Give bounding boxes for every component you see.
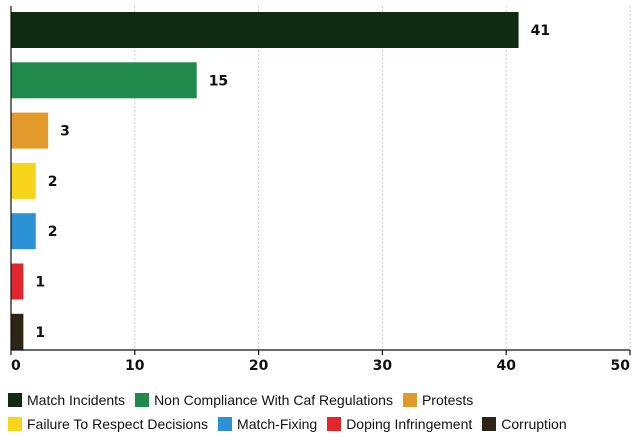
- bar-layer: 41 15 3 2 2 1 1: [11, 12, 550, 350]
- data-label: 15: [209, 73, 228, 89]
- data-label: 3: [60, 124, 70, 140]
- x-tick-label: 50: [611, 358, 631, 374]
- bar: [11, 313, 24, 350]
- bar: [11, 62, 197, 99]
- legend-item: Corruption: [482, 416, 567, 432]
- legend-item: Match Incidents: [8, 392, 125, 408]
- legend-row: Match Incidents Non Compliance With Caf R…: [8, 388, 638, 412]
- x-tick-label: 30: [373, 358, 393, 374]
- legend-label: Failure To Respect Decisions: [27, 416, 209, 432]
- x-tick-label: 40: [496, 358, 516, 374]
- legend-swatch: [8, 393, 22, 407]
- x-axis: 0 10 20 30 40 50: [10, 6, 631, 374]
- legend-label: Corruption: [501, 416, 567, 432]
- legend-item: Non Compliance With Caf Regulations: [135, 392, 393, 408]
- legend-swatch: [218, 417, 233, 431]
- legend-swatch: [327, 417, 342, 431]
- legend-label: Doping Infringement: [346, 416, 473, 432]
- data-label: 2: [48, 224, 58, 240]
- x-tick-label: 20: [249, 358, 269, 374]
- data-label: 1: [35, 275, 45, 291]
- legend-item: Protests: [402, 392, 474, 408]
- legend-label: Match-Fixing: [237, 416, 318, 432]
- legend-label: Protests: [421, 392, 474, 408]
- bar: [11, 162, 36, 199]
- legend-label: Non Compliance With Caf Regulations: [154, 392, 393, 408]
- legend-swatch: [482, 417, 497, 431]
- legend-swatch: [135, 393, 150, 407]
- legend-swatch: [402, 393, 417, 407]
- data-label: 2: [48, 174, 58, 190]
- legend-swatch: [8, 417, 22, 431]
- legend-label: Match Incidents: [27, 392, 126, 408]
- legend-row: Failure To Respect Decisions Match-Fixing…: [8, 412, 638, 436]
- grid-layer: [134, 6, 631, 350]
- legend-item: Match-Fixing: [218, 416, 317, 432]
- bar-chart: 41 15 3 2 2 1 1 0 10 20 30 40 50: [10, 6, 631, 374]
- data-label: 1: [35, 325, 45, 341]
- data-label: 41: [531, 23, 550, 39]
- bar: [11, 12, 519, 48]
- x-tick-label: 10: [125, 358, 145, 374]
- bar: [11, 213, 36, 250]
- legend-item: Failure To Respect Decisions: [8, 416, 208, 432]
- legend-item: Doping Infringement: [327, 416, 472, 432]
- bar: [11, 263, 24, 300]
- legend: Match Incidents Non Compliance With Caf R…: [8, 388, 638, 436]
- x-tick-label: 0: [11, 358, 21, 374]
- bar: [11, 112, 49, 149]
